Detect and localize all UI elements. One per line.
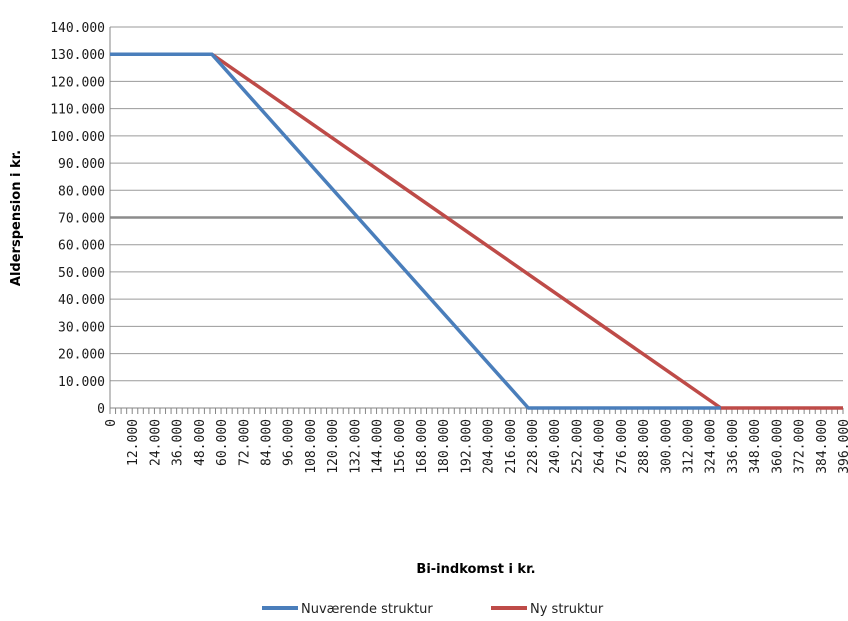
x-tick-label: 204.000 bbox=[482, 419, 497, 474]
x-tick-label: 288.000 bbox=[637, 419, 652, 474]
x-tick-label: 372.000 bbox=[793, 419, 808, 474]
x-tick-label: 84.000 bbox=[259, 419, 274, 466]
x-tick-label: 240.000 bbox=[548, 419, 563, 474]
y-tick-label: 100.000 bbox=[50, 130, 105, 145]
x-tick-label: 48.000 bbox=[193, 419, 208, 466]
x-axis-tick-labels: 0 12.000 24.000 36.000 48.000 60.000 72.000 84.… bbox=[104, 419, 848, 474]
x-tick-label: 300.000 bbox=[659, 419, 674, 474]
x-tick-label: 24.000 bbox=[148, 419, 163, 466]
x-tick-label: 228.000 bbox=[526, 419, 541, 474]
x-tick-label: 348.000 bbox=[748, 419, 763, 474]
x-tick-label: 144.000 bbox=[371, 419, 386, 474]
y-tick-label: 130.000 bbox=[50, 48, 105, 63]
y-axis-title: Alderspension i kr. bbox=[9, 150, 24, 286]
y-tick-label: 60.000 bbox=[58, 239, 105, 254]
gridlines bbox=[110, 26, 843, 409]
y-tick-label: 70.000 bbox=[58, 212, 105, 227]
x-tick-label: 12.000 bbox=[126, 419, 141, 466]
x-tick-label: 132.000 bbox=[348, 419, 363, 474]
y-tick-label: 20.000 bbox=[58, 348, 105, 363]
x-tick-label: 336.000 bbox=[726, 419, 741, 474]
legend-label-nuvaerende: Nuværende struktur bbox=[301, 602, 433, 617]
x-tick-label: 216.000 bbox=[504, 419, 519, 474]
x-tick-label: 120.000 bbox=[326, 419, 341, 474]
x-tick-label: 156.000 bbox=[393, 419, 408, 474]
series-lines bbox=[110, 52, 843, 410]
x-tick-label: 0 bbox=[104, 419, 119, 427]
x-tick-label: 96.000 bbox=[282, 419, 297, 466]
legend: Nuværende struktur Ny struktur bbox=[262, 602, 604, 617]
y-tick-label: 10.000 bbox=[58, 375, 105, 390]
x-tick-label: 72.000 bbox=[237, 419, 252, 466]
y-tick-label: 140.000 bbox=[50, 21, 105, 36]
y-tick-label: 0 bbox=[97, 402, 105, 417]
y-tick-label: 80.000 bbox=[58, 184, 105, 199]
x-tick-label: 384.000 bbox=[815, 419, 830, 474]
x-tick-label: 180.000 bbox=[437, 419, 452, 474]
y-tick-label: 30.000 bbox=[58, 320, 105, 335]
x-tick-label: 60.000 bbox=[215, 419, 230, 466]
x-tick-label: 36.000 bbox=[171, 419, 186, 466]
legend-label-ny: Ny struktur bbox=[530, 602, 604, 617]
y-axis-tick-labels: 0 10.000 20.000 30.000 40.000 50.000 60.000 70.… bbox=[50, 21, 105, 417]
y-tick-label: 90.000 bbox=[58, 157, 105, 172]
x-tick-label: 168.000 bbox=[415, 419, 430, 474]
series-line-1 bbox=[110, 52, 843, 410]
x-tick-label: 276.000 bbox=[615, 419, 630, 474]
y-tick-label: 50.000 bbox=[58, 266, 105, 281]
x-tick-label: 324.000 bbox=[704, 419, 719, 474]
x-tick-label: 360.000 bbox=[770, 419, 785, 474]
x-tick-label: 396.000 bbox=[837, 419, 848, 474]
x-tick-label: 312.000 bbox=[682, 419, 697, 474]
x-tick-label: 252.000 bbox=[570, 419, 585, 474]
x-tick-label: 108.000 bbox=[304, 419, 319, 474]
y-tick-label: 120.000 bbox=[50, 75, 105, 90]
x-axis bbox=[109, 27, 844, 414]
y-tick-label: 110.000 bbox=[50, 103, 105, 118]
x-axis-title: Bi-indkomst i kr. bbox=[416, 562, 535, 577]
series-line-0 bbox=[110, 52, 721, 410]
y-tick-label: 40.000 bbox=[58, 293, 105, 308]
x-tick-label: 192.000 bbox=[459, 419, 474, 474]
x-tick-label: 264.000 bbox=[593, 419, 608, 474]
